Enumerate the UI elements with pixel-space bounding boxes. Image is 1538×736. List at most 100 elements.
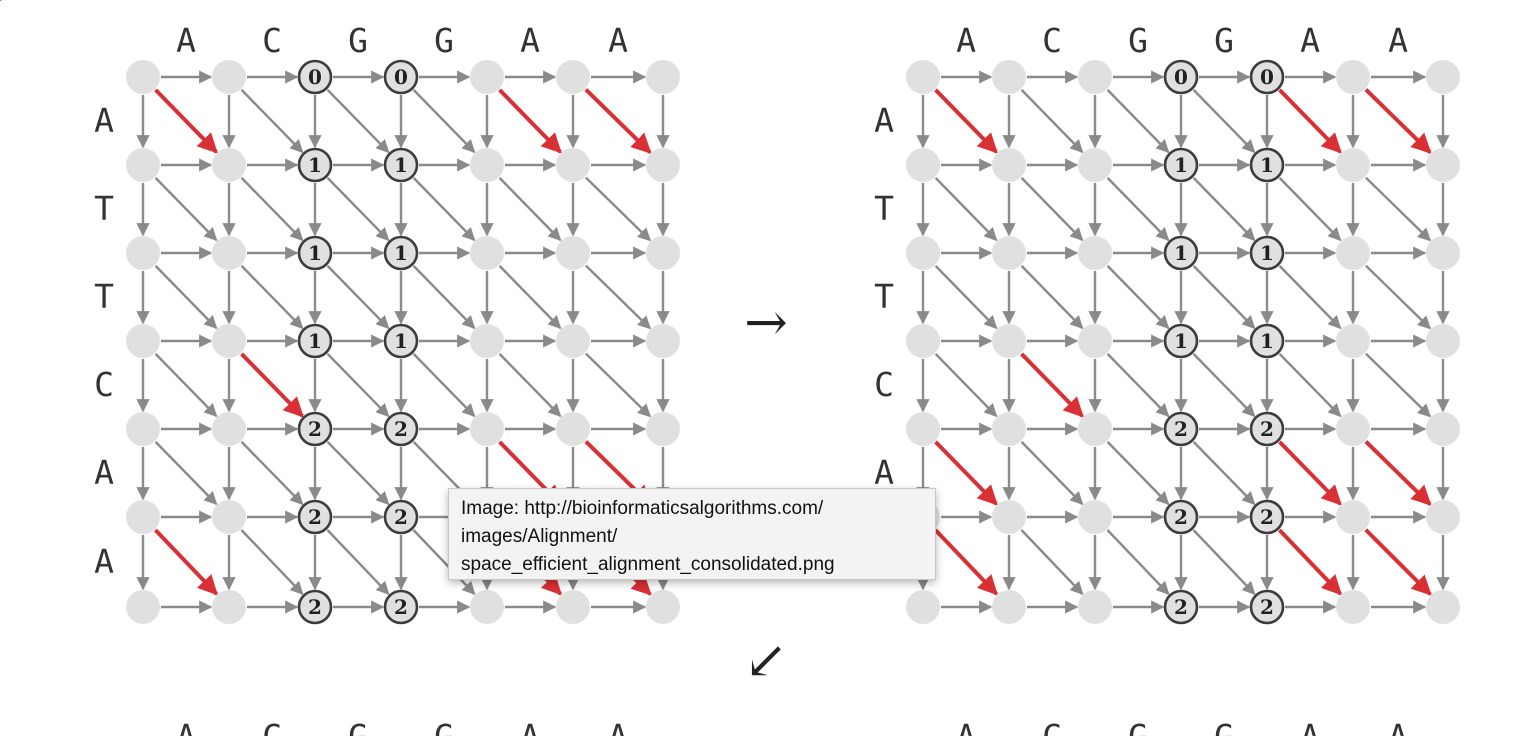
middle-column-node bbox=[1249, 499, 1285, 535]
grid-node bbox=[1078, 412, 1112, 446]
middle-node-value: 0 bbox=[394, 65, 408, 89]
side-sequence-letter: T bbox=[94, 277, 114, 316]
bottom-grid-sequence-letter: A bbox=[956, 717, 976, 736]
middle-node-value: 1 bbox=[308, 153, 322, 177]
diagonal-edge bbox=[1020, 177, 1084, 242]
middle-column-node bbox=[297, 323, 333, 359]
highlighted-diagonal-edge bbox=[153, 528, 219, 596]
grid-node bbox=[906, 236, 940, 270]
top-sequence-letter: C bbox=[1042, 21, 1062, 60]
diagonal-edge bbox=[326, 441, 390, 506]
side-sequence-letter: T bbox=[874, 277, 894, 316]
grid-node bbox=[470, 590, 504, 624]
middle-column-node bbox=[297, 59, 333, 95]
left-grid-nodes: 0 0 1 1 1 1 1 1 2 2 2 2 2 2 bbox=[126, 59, 680, 625]
diagonal-edge bbox=[498, 265, 562, 330]
grid-node bbox=[212, 236, 246, 270]
middle-node-value: 2 bbox=[308, 417, 322, 441]
grid-node bbox=[1336, 236, 1370, 270]
highlighted-diagonal-edge bbox=[1277, 528, 1343, 596]
grid-node bbox=[1336, 60, 1370, 94]
grid-node bbox=[992, 148, 1026, 182]
middle-column-node bbox=[383, 147, 419, 183]
middle-column-node bbox=[297, 147, 333, 183]
tooltip-line: space_efficient_alignment_consolidated.p… bbox=[461, 554, 835, 575]
middle-node-value: 2 bbox=[394, 417, 408, 441]
highlighted-diagonal-edge bbox=[240, 352, 304, 418]
grid-node bbox=[1336, 412, 1370, 446]
grid-node bbox=[646, 60, 680, 94]
diagonal-edge bbox=[498, 353, 562, 418]
highlighted-diagonal-edge bbox=[584, 88, 652, 154]
side-sequence-letter: A bbox=[874, 453, 894, 492]
grid-node bbox=[470, 60, 504, 94]
middle-column-node bbox=[1249, 59, 1285, 95]
middle-node-value: 0 bbox=[308, 65, 322, 89]
diagonal-edge bbox=[1192, 177, 1256, 242]
middle-node-value: 1 bbox=[1174, 153, 1188, 177]
grid-node bbox=[126, 236, 160, 270]
grid-node bbox=[992, 324, 1026, 358]
grid-node bbox=[906, 590, 940, 624]
middle-node-value: 1 bbox=[308, 329, 322, 353]
diagonal-edge bbox=[412, 353, 476, 418]
middle-column-node bbox=[383, 59, 419, 95]
grid-node bbox=[992, 236, 1026, 270]
middle-column-node bbox=[1163, 235, 1199, 271]
middle-column-node bbox=[1163, 589, 1199, 625]
middle-column-node bbox=[1249, 589, 1285, 625]
right-grid-labels: AACCGGGGAAAAATTCAA bbox=[874, 21, 1408, 736]
top-sequence-letter: G bbox=[434, 21, 454, 60]
grid-node bbox=[1426, 500, 1460, 534]
diagonal-edge bbox=[1020, 265, 1084, 330]
grid-node bbox=[646, 236, 680, 270]
highlighted-diagonal-edge bbox=[1278, 440, 1342, 506]
grid-node bbox=[470, 236, 504, 270]
highlighted-diagonal-edge bbox=[934, 88, 998, 154]
top-sequence-letter: A bbox=[956, 21, 976, 60]
grid-node bbox=[126, 148, 160, 182]
left-grid-labels: A A C C G G G G A A A A A T T C A A bbox=[94, 21, 628, 736]
diagonal-edge bbox=[1365, 264, 1432, 330]
diagonal-edge bbox=[326, 529, 390, 595]
right-grid-edges bbox=[916, 70, 1450, 614]
side-sequence-letter: T bbox=[874, 189, 894, 228]
highlighted-diagonal-edge bbox=[1364, 440, 1432, 506]
middle-column-node bbox=[297, 235, 333, 271]
grid-node bbox=[470, 324, 504, 358]
diagonal-edge bbox=[1106, 177, 1170, 242]
grid-node bbox=[556, 590, 590, 624]
side-sequence-letter: A bbox=[94, 101, 114, 140]
diagonal-edge bbox=[154, 353, 218, 418]
grid-node bbox=[1426, 148, 1460, 182]
side-sequence-letter: C bbox=[94, 365, 114, 404]
diagonal-edge bbox=[240, 441, 304, 506]
grid-node bbox=[646, 148, 680, 182]
middle-node-value: 2 bbox=[394, 505, 408, 529]
diagonal-edge bbox=[934, 265, 998, 330]
diagonal-edge bbox=[1365, 176, 1432, 242]
middle-column-node bbox=[1163, 59, 1199, 95]
grid-node bbox=[646, 412, 680, 446]
bottom-grid-sequence-letter: A bbox=[176, 717, 196, 736]
middle-node-value: 1 bbox=[394, 241, 408, 265]
diagonal-edge bbox=[1365, 352, 1432, 418]
middle-column-node bbox=[1163, 411, 1199, 447]
tooltip-line: Image: http://bioinformaticsalgorithms.c… bbox=[461, 498, 824, 519]
middle-column-node bbox=[383, 235, 419, 271]
diagonal-edge bbox=[1192, 353, 1256, 418]
diagonal-edge bbox=[1192, 265, 1256, 330]
diagonal-edge bbox=[154, 265, 218, 330]
grid-node bbox=[1426, 590, 1460, 624]
grid-node bbox=[212, 412, 246, 446]
grid-node bbox=[212, 590, 246, 624]
right-arrow-icon: → bbox=[744, 293, 788, 353]
middle-node-value: 0 bbox=[1174, 65, 1188, 89]
grid-node bbox=[1078, 500, 1112, 534]
grid-node bbox=[1426, 60, 1460, 94]
side-sequence-letter: A bbox=[94, 542, 114, 581]
bottom-grid-sequence-letter: G bbox=[434, 717, 454, 736]
grid-node bbox=[646, 590, 680, 624]
diagonal-edge bbox=[585, 176, 652, 242]
